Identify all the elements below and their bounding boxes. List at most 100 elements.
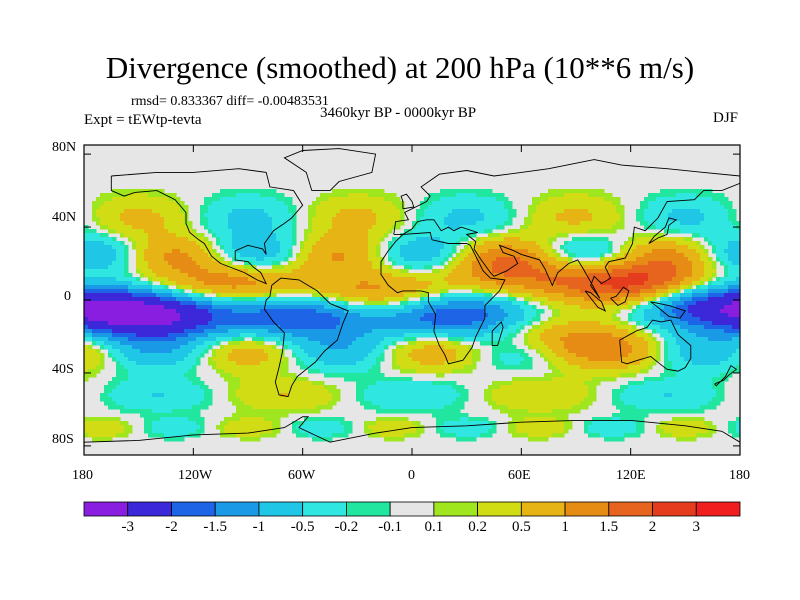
field-cell xyxy=(400,205,405,210)
field-cell xyxy=(228,349,233,354)
field-cell xyxy=(448,221,453,226)
field-cell xyxy=(424,285,429,290)
field-cell xyxy=(308,305,313,310)
field-cell xyxy=(412,309,417,314)
field-cell xyxy=(232,413,237,418)
field-cell xyxy=(252,233,257,238)
field-cell xyxy=(380,321,385,326)
field-cell xyxy=(112,421,117,426)
field-cell xyxy=(320,257,325,262)
field-cell xyxy=(136,389,141,394)
field-cell xyxy=(112,429,117,434)
field-cell xyxy=(156,361,161,366)
field-cell xyxy=(188,349,193,354)
field-cell xyxy=(396,353,401,358)
field-cell xyxy=(328,421,333,426)
field-cell xyxy=(160,313,165,318)
field-cell xyxy=(336,373,341,378)
field-cell xyxy=(156,357,161,362)
field-cell xyxy=(212,349,217,354)
field-cell xyxy=(228,205,233,210)
field-cell xyxy=(316,361,321,366)
field-cell xyxy=(148,213,153,218)
field-cell xyxy=(324,437,329,442)
field-cell xyxy=(284,409,289,414)
field-cell xyxy=(112,205,117,210)
field-cell xyxy=(160,249,165,254)
field-cell xyxy=(368,233,373,238)
field-cell xyxy=(192,253,197,258)
field-cell xyxy=(88,297,93,302)
field-cell xyxy=(220,197,225,202)
field-cell xyxy=(356,373,361,378)
field-cell xyxy=(432,393,437,398)
field-cell xyxy=(440,397,445,402)
field-cell xyxy=(196,393,201,398)
field-cell xyxy=(268,393,273,398)
field-cell xyxy=(188,293,193,298)
field-cell xyxy=(272,317,277,322)
field-cell xyxy=(344,217,349,222)
field-cell xyxy=(204,337,209,342)
field-cell xyxy=(260,373,265,378)
field-cell xyxy=(320,289,325,294)
field-cell xyxy=(348,365,353,370)
field-cell xyxy=(240,209,245,214)
field-cell xyxy=(252,325,257,330)
field-cell xyxy=(276,333,281,338)
field-cell xyxy=(360,213,365,218)
field-cell xyxy=(144,201,149,206)
field-cell xyxy=(412,405,417,410)
field-cell xyxy=(208,205,213,210)
field-cell xyxy=(396,417,401,422)
field-cell xyxy=(280,413,285,418)
field-cell xyxy=(292,329,297,334)
field-cell xyxy=(372,389,377,394)
field-cell xyxy=(436,425,441,430)
field-cell xyxy=(252,437,257,442)
field-cell xyxy=(432,369,437,374)
field-cell xyxy=(392,273,397,278)
field-cell xyxy=(384,233,389,238)
field-cell xyxy=(372,301,377,306)
field-cell xyxy=(428,197,433,202)
field-cell xyxy=(268,261,273,266)
field-cell xyxy=(256,321,261,326)
field-cell xyxy=(376,297,381,302)
field-cell xyxy=(444,297,449,302)
field-cell xyxy=(452,261,457,266)
field-cell xyxy=(436,417,441,422)
field-cell xyxy=(440,381,445,386)
field-cell xyxy=(152,273,157,278)
field-cell xyxy=(352,229,357,234)
field-cell xyxy=(156,365,161,370)
field-cell xyxy=(196,277,201,282)
field-cell xyxy=(308,393,313,398)
field-cell xyxy=(216,297,221,302)
field-cell xyxy=(152,377,157,382)
field-cell xyxy=(332,289,337,294)
field-cell xyxy=(160,433,165,438)
field-cell xyxy=(316,225,321,230)
field-cell xyxy=(120,401,125,406)
field-cell xyxy=(160,349,165,354)
field-cell xyxy=(316,397,321,402)
field-cell xyxy=(276,377,281,382)
field-cell xyxy=(252,389,257,394)
field-cell xyxy=(180,321,185,326)
field-cell xyxy=(324,249,329,254)
field-cell xyxy=(296,257,301,262)
field-cell xyxy=(204,249,209,254)
field-cell xyxy=(356,313,361,318)
field-cell xyxy=(372,397,377,402)
field-cell xyxy=(224,305,229,310)
field-cell xyxy=(84,349,89,354)
field-cell xyxy=(412,345,417,350)
field-cell xyxy=(380,433,385,438)
field-cell xyxy=(308,381,313,386)
field-cell xyxy=(336,269,341,274)
field-cell xyxy=(336,221,341,226)
field-cell xyxy=(256,385,261,390)
field-cell xyxy=(228,221,233,226)
field-cell xyxy=(440,433,445,438)
